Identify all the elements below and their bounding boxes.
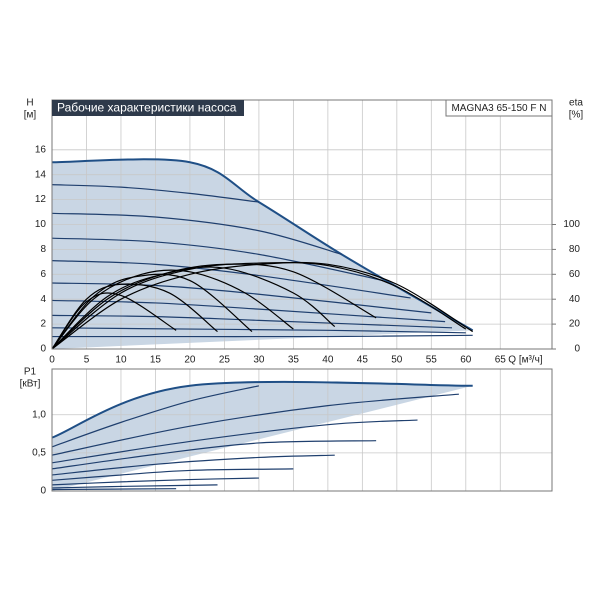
efficiency-curve <box>51 266 336 350</box>
model-box <box>445 99 553 117</box>
performance-curve <box>51 484 218 489</box>
y2-tick-label: 80 <box>569 244 581 255</box>
performance-curve <box>52 334 473 338</box>
plot-frame <box>51 99 553 350</box>
operating-area <box>52 159 473 349</box>
y2-tick-label: 100 <box>563 219 580 230</box>
y-tick-label: 0 <box>40 344 46 355</box>
title-box <box>52 100 244 116</box>
x-tick-label: 20 <box>184 355 196 366</box>
performance-curve <box>51 477 259 486</box>
x-tick-label: 0 <box>49 355 55 366</box>
performance-curve <box>51 314 453 329</box>
y-axis-unit: [кВт] <box>20 379 41 390</box>
y-tick-label: 2 <box>40 319 46 330</box>
efficiency-curve <box>51 269 294 350</box>
x-tick-label: 15 <box>150 355 162 366</box>
x-axis-label: Q [м³/ч] <box>508 355 543 366</box>
performance-curve <box>51 393 459 456</box>
x-tick-label: 5 <box>84 355 90 366</box>
y-tick-label: 1,0 <box>32 409 46 420</box>
y-tick-label: 14 <box>35 169 47 180</box>
efficiency-curve <box>51 261 467 350</box>
performance-curve <box>51 184 259 203</box>
performance-curve <box>51 468 294 481</box>
performance-curve <box>51 380 473 439</box>
x-tick-label: 25 <box>219 355 231 366</box>
x-tick-label: 65 <box>495 355 507 366</box>
x-tick-label: 35 <box>288 355 300 366</box>
y2-tick-label: 60 <box>569 269 581 280</box>
y-tick-label: 4 <box>40 294 46 305</box>
efficiency-curve <box>51 292 177 350</box>
performance-curve <box>51 282 432 314</box>
efficiency-curve <box>51 283 218 350</box>
y2-tick-label: 20 <box>569 319 581 330</box>
y-tick-label: 0 <box>40 486 46 497</box>
y2-axis-unit: [%] <box>569 110 584 121</box>
performance-curve <box>51 212 342 255</box>
y2-tick-label: 0 <box>574 344 580 355</box>
x-tick-label: 40 <box>322 355 334 366</box>
performance-curve <box>51 385 260 448</box>
y-axis-unit: [м] <box>24 110 37 121</box>
y-axis-label: H <box>26 98 33 109</box>
y-tick-label: 16 <box>35 144 47 155</box>
efficiency-curve <box>51 273 253 350</box>
y-tick-label: 6 <box>40 269 46 280</box>
plot-frame <box>51 368 553 492</box>
chart-title: Рабочие характеристики насоса <box>57 101 237 115</box>
x-tick-label: 55 <box>426 355 438 366</box>
x-tick-label: 10 <box>115 355 127 366</box>
y-axis-label: P1 <box>24 367 37 378</box>
x-tick-label: 60 <box>460 355 472 366</box>
y-tick-label: 10 <box>35 219 47 230</box>
x-tick-label: 50 <box>391 355 403 366</box>
performance-curve <box>51 454 335 476</box>
y-tick-label: 8 <box>40 244 46 255</box>
performance-curve <box>51 488 177 491</box>
model-label: MAGNA3 65-150 F N <box>451 103 546 114</box>
x-tick-label: 30 <box>253 355 265 366</box>
y2-axis-label: eta <box>569 98 583 109</box>
performance-curve <box>51 327 466 334</box>
y-tick-label: 0,5 <box>32 448 46 459</box>
performance-curve <box>51 419 418 464</box>
efficiency-curve <box>51 263 377 350</box>
performance-curve <box>51 440 377 470</box>
x-tick-label: 45 <box>357 355 369 366</box>
y2-tick-label: 40 <box>569 294 581 305</box>
performance-curve <box>51 237 384 282</box>
y-tick-label: 12 <box>35 194 47 205</box>
